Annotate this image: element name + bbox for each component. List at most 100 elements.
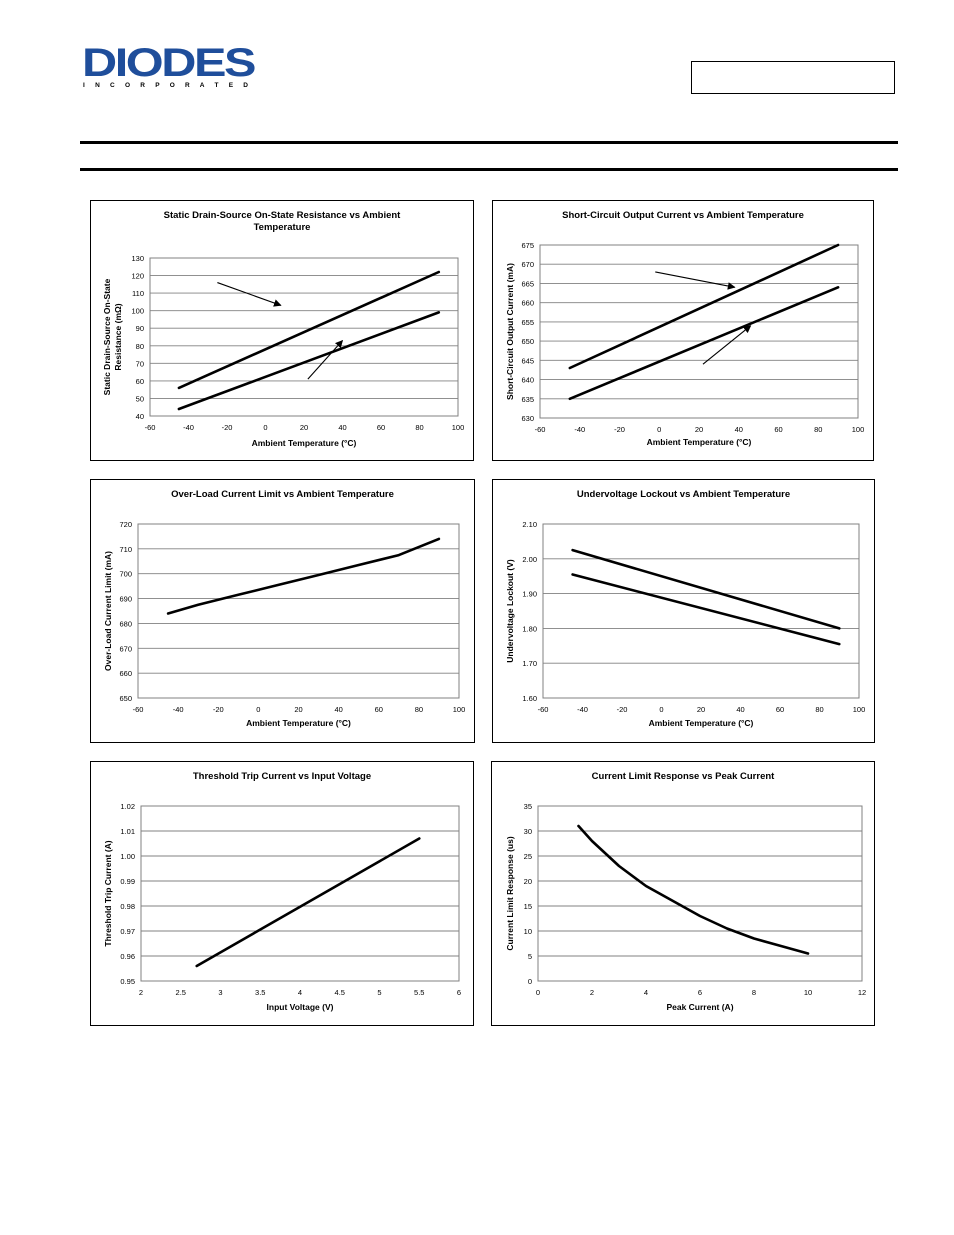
- logo-wordmark: DIODES: [82, 42, 256, 85]
- x-tick-label: 80: [814, 425, 822, 434]
- x-tick-label: 2.5: [176, 988, 186, 997]
- chart-response: Current Limit Response vs Peak Current 0 5…: [505, 771, 866, 1012]
- x-tick-label: 60: [375, 705, 383, 714]
- x-tick-label: 3: [218, 988, 222, 997]
- x-tick-label: 5.5: [414, 988, 424, 997]
- y-tick-label: 665: [521, 279, 534, 288]
- series-line-1: [166, 537, 441, 615]
- x-tick-label: 6: [457, 988, 461, 997]
- x-tick-label: -40: [183, 423, 194, 432]
- annotation-arrow: [307, 339, 344, 380]
- header-rule-top: [80, 141, 898, 144]
- x-tick-label: 20: [695, 425, 703, 434]
- x-tick-label: 60: [776, 705, 784, 714]
- y-tick-label: 0.95: [120, 977, 135, 986]
- plot-area: [537, 805, 863, 982]
- x-axis-label: Ambient Temperature (°C): [649, 718, 754, 728]
- y-tick-label: 1.01: [120, 827, 135, 836]
- y-tick-label: 1.80: [522, 624, 537, 633]
- x-tick-label: 20: [697, 705, 705, 714]
- x-tick-label: 80: [815, 705, 823, 714]
- y-tick-label: 710: [119, 545, 132, 554]
- x-tick-label: 0: [659, 705, 663, 714]
- x-tick-label: 4: [298, 988, 302, 997]
- x-tick-label: 10: [804, 988, 812, 997]
- x-tick-label: 20: [294, 705, 302, 714]
- y-tick-label: 5: [528, 952, 532, 961]
- chart-title: Short-Circuit Output Current vs Ambient …: [562, 210, 804, 221]
- x-tick-label: 100: [853, 705, 866, 714]
- x-tick-label: 6: [698, 988, 702, 997]
- part-number-box: [691, 61, 895, 94]
- y-tick-label: 0.96: [120, 952, 135, 961]
- series-line-1: [568, 243, 840, 370]
- y-tick-label: 15: [524, 902, 532, 911]
- y-axis-label: Threshold Trip Current (A): [103, 840, 113, 946]
- y-tick-label: 650: [521, 337, 534, 346]
- y-tick-label: 0.99: [120, 877, 135, 886]
- y-tick-label: 2.10: [522, 520, 537, 529]
- y-tick-label: 645: [521, 356, 534, 365]
- x-tick-label: -60: [538, 705, 549, 714]
- y-tick-label: 30: [524, 827, 532, 836]
- y-axis-label: Current Limit Response (us): [505, 836, 515, 950]
- x-axis-label: Peak Current (A): [666, 1002, 733, 1012]
- y-tick-label: 100: [131, 307, 144, 316]
- x-tick-label: 80: [415, 705, 423, 714]
- plot-area: [542, 523, 860, 699]
- x-tick-label: 80: [415, 423, 423, 432]
- y-tick-label: 655: [521, 318, 534, 327]
- y-axis-label: Static Drain-Source On-State: [102, 278, 112, 395]
- x-tick-label: 40: [334, 705, 342, 714]
- y-tick-label: 120: [131, 272, 144, 281]
- y-tick-label: 1.02: [120, 802, 135, 811]
- x-tick-label: 4.5: [335, 988, 345, 997]
- y-tick-label: 1.70: [522, 659, 537, 668]
- chart-resistance: Static Drain-Source On-State Resistance …: [102, 210, 465, 448]
- x-tick-label: 3.5: [255, 988, 265, 997]
- chart-overload: Over-Load Current Limit vs Ambient Tempe…: [103, 489, 465, 728]
- annotation-arrow: [655, 271, 736, 290]
- x-tick-label: 12: [858, 988, 866, 997]
- x-tick-label: -60: [145, 423, 156, 432]
- chart-threshold: Threshold Trip Current vs Input Voltage 0…: [103, 771, 461, 1012]
- y-tick-label: 10: [524, 927, 532, 936]
- y-tick-label: 700: [119, 570, 132, 579]
- y-axis-label: Undervoltage Lockout (V): [505, 559, 515, 663]
- y-tick-label: 80: [136, 342, 144, 351]
- series-line-1: [577, 824, 810, 955]
- y-tick-label: 1.90: [522, 590, 537, 599]
- annotation-arrow: [702, 325, 752, 365]
- y-tick-label: 1.00: [120, 852, 135, 861]
- chart-title: Threshold Trip Current vs Input Voltage: [193, 771, 371, 782]
- x-tick-label: 0: [536, 988, 540, 997]
- y-tick-label: 1.60: [522, 694, 537, 703]
- series-line-2: [177, 311, 441, 411]
- y-tick-label: 720: [119, 520, 132, 529]
- x-tick-label: 100: [852, 425, 865, 434]
- y-tick-label: 635: [521, 395, 534, 404]
- x-tick-label: 20: [300, 423, 308, 432]
- y-tick-label: 40: [136, 412, 144, 421]
- x-tick-label: 0: [256, 705, 260, 714]
- x-tick-label: -20: [614, 425, 625, 434]
- chart-title: Current Limit Response vs Peak Current: [592, 771, 775, 782]
- y-tick-label: 60: [136, 377, 144, 386]
- y-tick-label: 660: [119, 669, 132, 678]
- x-tick-label: 60: [774, 425, 782, 434]
- x-tick-label: -60: [133, 705, 144, 714]
- header-rule-bottom: [80, 168, 898, 171]
- y-tick-label: 70: [136, 359, 144, 368]
- y-tick-label: 640: [521, 376, 534, 385]
- x-axis-label: Ambient Temperature (°C): [647, 437, 752, 447]
- chart-uvlo: Undervoltage Lockout vs Ambient Temperat…: [505, 489, 866, 728]
- x-axis-label: Ambient Temperature (°C): [252, 438, 357, 448]
- y-axis-label: Resistance (mΩ): [113, 303, 123, 370]
- x-tick-label: 2: [139, 988, 143, 997]
- y-tick-label: 0.98: [120, 902, 135, 911]
- x-tick-label: 100: [452, 423, 465, 432]
- x-tick-label: -60: [535, 425, 546, 434]
- annotation-arrow: [217, 282, 282, 307]
- x-tick-label: 60: [377, 423, 385, 432]
- x-tick-label: -20: [222, 423, 233, 432]
